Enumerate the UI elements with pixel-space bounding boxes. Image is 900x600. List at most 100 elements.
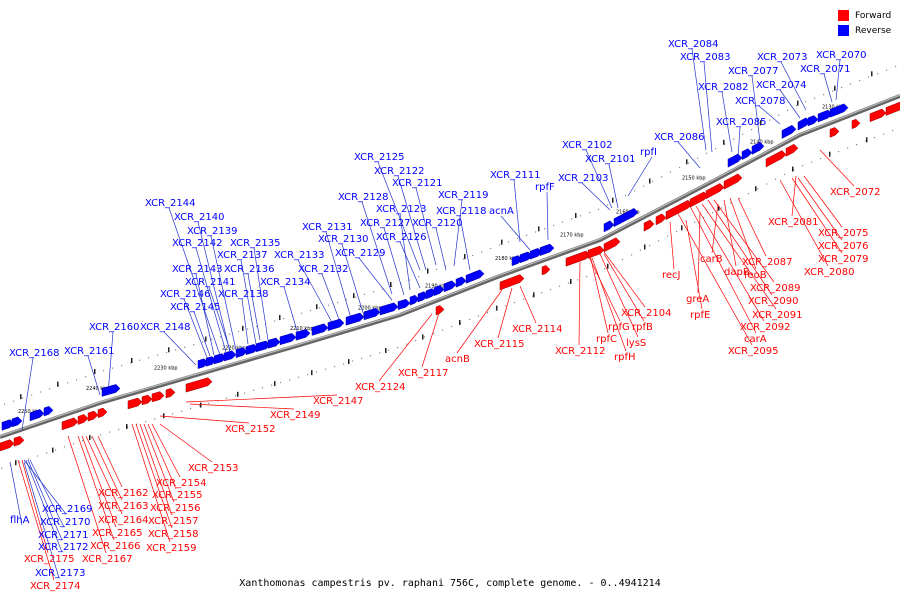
gene-label-dapb[interactable]: dapB <box>724 267 750 278</box>
gene-label-xcr-2084[interactable]: XCR_2084 <box>668 39 719 50</box>
gene-label-xcr-2164[interactable]: XCR_2164 <box>98 515 149 526</box>
gene-label-xcr-2102[interactable]: XCR_2102 <box>562 140 613 151</box>
gene-label-xcr-2091[interactable]: XCR_2091 <box>752 310 803 321</box>
gene-label-xcr-2172[interactable]: XCR_2172 <box>38 542 89 553</box>
gene-label-xcr-2077[interactable]: XCR_2077 <box>728 66 779 77</box>
gene-label-rpfb[interactable]: rpfB <box>632 322 653 333</box>
gene-label-xcr-2070[interactable]: XCR_2070 <box>816 50 867 61</box>
gene-label-xcr-2085[interactable]: XCR_2085 <box>716 117 767 128</box>
gene-label-xcr-2134[interactable]: XCR_2134 <box>260 277 311 288</box>
gene-label-xcr-2136[interactable]: XCR_2136 <box>224 264 275 275</box>
gene-label-xcr-2080[interactable]: XCR_2080 <box>804 267 855 278</box>
gene-label-xcr-2147[interactable]: XCR_2147 <box>313 396 364 407</box>
gene-label-xcr-2159[interactable]: XCR_2159 <box>146 543 197 554</box>
gene-label-xcr-2111[interactable]: XCR_2111 <box>490 170 541 181</box>
gene-label-xcr-2135[interactable]: XCR_2135 <box>230 238 281 249</box>
gene-label-xcr-2148[interactable]: XCR_2148 <box>140 322 191 333</box>
gene-label-acna[interactable]: acnA <box>489 206 514 217</box>
gene-label-xcr-2090[interactable]: XCR_2090 <box>748 296 799 307</box>
gene-label-rpfg[interactable]: rpfG <box>608 322 630 333</box>
gene-label-xcr-2137[interactable]: XCR_2137 <box>217 250 268 261</box>
gene-label-xcr-2104[interactable]: XCR_2104 <box>621 308 672 319</box>
gene-label-xcr-2127[interactable]: XCR_2127 <box>360 218 411 229</box>
gene-label-feob[interactable]: feoB <box>744 270 767 281</box>
gene-label-xcr-2133[interactable]: XCR_2133 <box>274 250 325 261</box>
gene-label-xcr-2089[interactable]: XCR_2089 <box>750 283 801 294</box>
gene-label-grea[interactable]: greA <box>686 294 709 305</box>
gene-label-xcr-2121[interactable]: XCR_2121 <box>392 178 443 189</box>
gene-label-flha[interactable]: flhA <box>10 515 30 526</box>
gene-label-xcr-2175[interactable]: XCR_2175 <box>24 554 75 565</box>
gene-label-xcr-2087[interactable]: XCR_2087 <box>742 257 793 268</box>
gene-label-xcr-2071[interactable]: XCR_2071 <box>800 64 851 75</box>
gene-label-xcr-2165[interactable]: XCR_2165 <box>92 528 143 539</box>
gene-label-xcr-2081[interactable]: XCR_2081 <box>768 217 819 228</box>
gene-label-xcr-2169[interactable]: XCR_2169 <box>42 504 93 515</box>
gene-label-rpfc[interactable]: rpfC <box>596 334 617 345</box>
gene-label-xcr-2125[interactable]: XCR_2125 <box>354 152 405 163</box>
gene-label-xcr-2146[interactable]: XCR_2146 <box>160 289 211 300</box>
gene-label-xcr-2083[interactable]: XCR_2083 <box>680 52 731 63</box>
gene-label-xcr-2174[interactable]: XCR_2174 <box>30 581 81 592</box>
gene-label-xcr-2112[interactable]: XCR_2112 <box>555 346 606 357</box>
gene-label-xcr-2166[interactable]: XCR_2166 <box>90 541 141 552</box>
gene-label-rpfi[interactable]: rpfI <box>640 147 657 158</box>
gene-label-xcr-2072[interactable]: XCR_2072 <box>830 187 881 198</box>
gene-label-xcr-2160[interactable]: XCR_2160 <box>89 322 140 333</box>
gene-label-xcr-2170[interactable]: XCR_2170 <box>40 517 91 528</box>
gene-label-xcr-2130[interactable]: XCR_2130 <box>318 234 369 245</box>
gene-label-xcr-2142[interactable]: XCR_2142 <box>172 238 223 249</box>
gene-label-xcr-2155[interactable]: XCR_2155 <box>152 490 203 501</box>
gene-label-xcr-2171[interactable]: XCR_2171 <box>38 530 89 541</box>
gene-label-xcr-2144[interactable]: XCR_2144 <box>145 198 196 209</box>
gene-label-xcr-2076[interactable]: XCR_2076 <box>818 241 869 252</box>
gene-label-xcr-2161[interactable]: XCR_2161 <box>64 346 115 357</box>
gene-label-xcr-2101[interactable]: XCR_2101 <box>585 154 636 165</box>
gene-label-xcr-2162[interactable]: XCR_2162 <box>98 488 149 499</box>
gene-label-xcr-2157[interactable]: XCR_2157 <box>148 516 199 527</box>
gene-label-xcr-2152[interactable]: XCR_2152 <box>225 424 276 435</box>
gene-label-xcr-2103[interactable]: XCR_2103 <box>558 173 609 184</box>
gene-label-xcr-2156[interactable]: XCR_2156 <box>150 503 201 514</box>
gene-label-xcr-2086[interactable]: XCR_2086 <box>654 132 705 143</box>
gene-label-xcr-2123[interactable]: XCR_2123 <box>376 204 427 215</box>
gene-label-xcr-2122[interactable]: XCR_2122 <box>374 166 425 177</box>
gene-label-rpfh[interactable]: rpfH <box>614 352 636 363</box>
gene-label-xcr-2138[interactable]: XCR_2138 <box>218 289 269 300</box>
gene-label-xcr-2163[interactable]: XCR_2163 <box>98 501 149 512</box>
gene-label-xcr-2095[interactable]: XCR_2095 <box>728 346 779 357</box>
gene-label-xcr-2079[interactable]: XCR_2079 <box>818 254 869 265</box>
gene-label-xcr-2074[interactable]: XCR_2074 <box>756 80 807 91</box>
gene-label-xcr-2117[interactable]: XCR_2117 <box>398 368 449 379</box>
gene-label-xcr-2092[interactable]: XCR_2092 <box>740 322 791 333</box>
gene-label-cara[interactable]: carA <box>744 334 767 345</box>
gene-label-carb[interactable]: carB <box>700 254 723 265</box>
gene-label-xcr-2118[interactable]: XCR_2118 <box>436 206 487 217</box>
gene-label-xcr-2154[interactable]: XCR_2154 <box>156 478 207 489</box>
gene-label-xcr-2131[interactable]: XCR_2131 <box>302 222 353 233</box>
gene-label-acnb[interactable]: acnB <box>445 354 470 365</box>
gene-label-xcr-2139[interactable]: XCR_2139 <box>187 226 238 237</box>
gene-label-xcr-2132[interactable]: XCR_2132 <box>298 264 349 275</box>
gene-label-xcr-2115[interactable]: XCR_2115 <box>474 339 525 350</box>
gene-label-xcr-2145[interactable]: XCR_2145 <box>170 302 221 313</box>
gene-label-xcr-2124[interactable]: XCR_2124 <box>355 382 406 393</box>
gene-label-xcr-2082[interactable]: XCR_2082 <box>698 82 749 93</box>
gene-label-xcr-2140[interactable]: XCR_2140 <box>174 212 225 223</box>
gene-label-xcr-2168[interactable]: XCR_2168 <box>9 348 60 359</box>
gene-label-rpfe[interactable]: rpfE <box>690 310 710 321</box>
gene-label-xcr-2073[interactable]: XCR_2073 <box>757 52 808 63</box>
gene-label-lyss[interactable]: lysS <box>626 338 646 349</box>
gene-label-xcr-2075[interactable]: XCR_2075 <box>818 228 869 239</box>
gene-label-xcr-2128[interactable]: XCR_2128 <box>338 192 389 203</box>
gene-label-xcr-2158[interactable]: XCR_2158 <box>148 529 199 540</box>
gene-label-xcr-2120[interactable]: XCR_2120 <box>412 218 463 229</box>
gene-label-recj[interactable]: recJ <box>662 270 681 281</box>
gene-label-xcr-2114[interactable]: XCR_2114 <box>512 324 563 335</box>
gene-label-xcr-2129[interactable]: XCR_2129 <box>335 248 386 259</box>
gene-label-xcr-2126[interactable]: XCR_2126 <box>376 232 427 243</box>
gene-label-xcr-2119[interactable]: XCR_2119 <box>438 190 489 201</box>
gene-label-xcr-2167[interactable]: XCR_2167 <box>82 554 133 565</box>
gene-label-xcr-2078[interactable]: XCR_2078 <box>735 96 786 107</box>
gene-label-xcr-2173[interactable]: XCR_2173 <box>35 568 86 579</box>
